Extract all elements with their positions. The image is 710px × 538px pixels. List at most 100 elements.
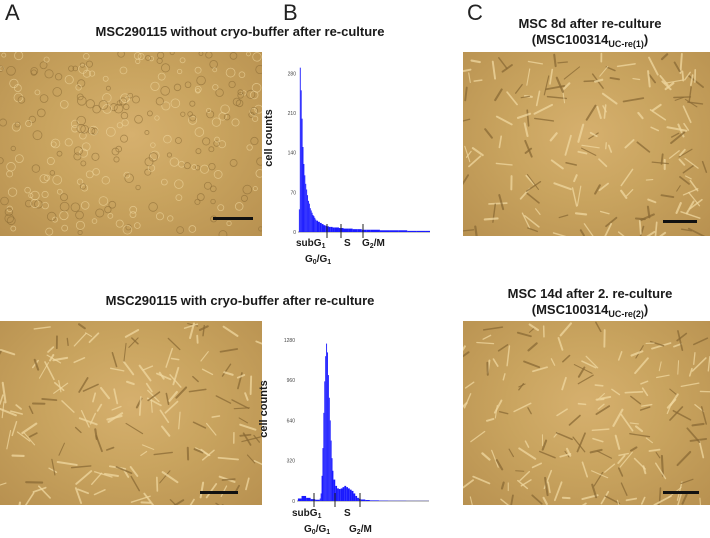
y-tick-label: 320 <box>287 459 296 465</box>
y-tick-label: 210 <box>288 111 297 117</box>
cell <box>0 482 7 486</box>
cell <box>589 448 603 454</box>
cell <box>655 451 661 459</box>
histogram-bar <box>347 488 350 501</box>
histogram-bar <box>330 226 333 232</box>
cell <box>223 371 234 376</box>
cell <box>669 393 679 407</box>
cell <box>602 105 607 113</box>
cell <box>168 390 178 402</box>
cell <box>246 454 256 464</box>
cell <box>508 448 514 458</box>
cell <box>677 360 680 375</box>
cell <box>585 355 599 369</box>
cell <box>630 395 642 405</box>
histogram-bar <box>328 397 330 501</box>
cell <box>56 150 63 157</box>
cell <box>32 486 47 493</box>
cell <box>660 194 675 198</box>
cell <box>651 342 672 350</box>
cell <box>39 61 48 70</box>
cell <box>541 439 548 451</box>
cell <box>510 494 514 505</box>
histogram-bar <box>302 147 304 232</box>
cell <box>468 155 482 168</box>
cell <box>49 170 56 176</box>
histogram-bar <box>344 485 347 501</box>
cell <box>102 104 112 114</box>
cell <box>147 391 161 402</box>
cell <box>150 81 160 91</box>
cell <box>604 463 616 473</box>
cell <box>482 326 504 331</box>
cell <box>58 380 62 393</box>
cell <box>61 224 69 232</box>
cell <box>6 430 12 450</box>
cell <box>245 477 250 491</box>
cell <box>113 388 119 405</box>
cell <box>212 67 218 73</box>
histogram-bar <box>324 381 326 501</box>
cell <box>215 502 220 505</box>
cell <box>129 205 138 214</box>
scale-bar <box>663 491 699 494</box>
cell <box>550 358 556 366</box>
cell <box>476 341 495 345</box>
cell <box>56 188 63 195</box>
cell <box>183 162 191 170</box>
cell <box>176 68 183 75</box>
cell <box>249 375 253 396</box>
cell <box>81 142 91 152</box>
cell <box>120 111 129 120</box>
cell <box>680 478 694 485</box>
caption-top-left: MSC290115 without cryo-buffer after re-c… <box>95 24 385 39</box>
cell <box>52 87 62 97</box>
cell <box>134 114 143 124</box>
histogram-bar <box>342 487 345 501</box>
cell <box>213 140 220 147</box>
cell <box>533 103 553 115</box>
cell <box>169 52 175 56</box>
histogram-bar <box>407 230 417 232</box>
cell <box>684 98 698 108</box>
cell <box>683 122 690 131</box>
cell <box>154 115 160 121</box>
cell <box>577 123 585 143</box>
histogram-bar <box>353 493 356 501</box>
cell <box>79 183 87 190</box>
cell <box>670 131 686 145</box>
histogram-bar <box>314 217 316 232</box>
cell <box>599 66 609 77</box>
cell <box>92 392 97 403</box>
cell <box>218 140 227 149</box>
histogram-bar <box>379 230 390 232</box>
cell <box>73 152 82 161</box>
cell <box>78 377 89 393</box>
histogram-bar <box>310 210 312 232</box>
cell <box>689 198 703 210</box>
cell <box>80 124 89 134</box>
cell <box>617 351 623 361</box>
cell <box>463 351 470 358</box>
cell <box>549 68 554 85</box>
cell <box>158 371 165 380</box>
histogram-bar <box>334 227 339 232</box>
cell <box>481 452 491 461</box>
cell <box>527 407 532 415</box>
histogram-bar <box>370 229 380 232</box>
cell <box>138 396 142 416</box>
cell <box>159 470 171 484</box>
label-g2m-bottom: G2/M <box>349 524 372 536</box>
cell <box>464 381 475 389</box>
cell <box>495 459 504 471</box>
cell <box>116 122 123 129</box>
cell <box>178 411 181 430</box>
histogram-bar <box>357 497 359 501</box>
histogram-bar <box>357 229 362 232</box>
cell <box>246 144 253 151</box>
cell <box>9 410 23 415</box>
cell <box>237 92 244 99</box>
cell <box>640 496 646 505</box>
cell <box>252 115 259 122</box>
cell <box>80 160 87 167</box>
